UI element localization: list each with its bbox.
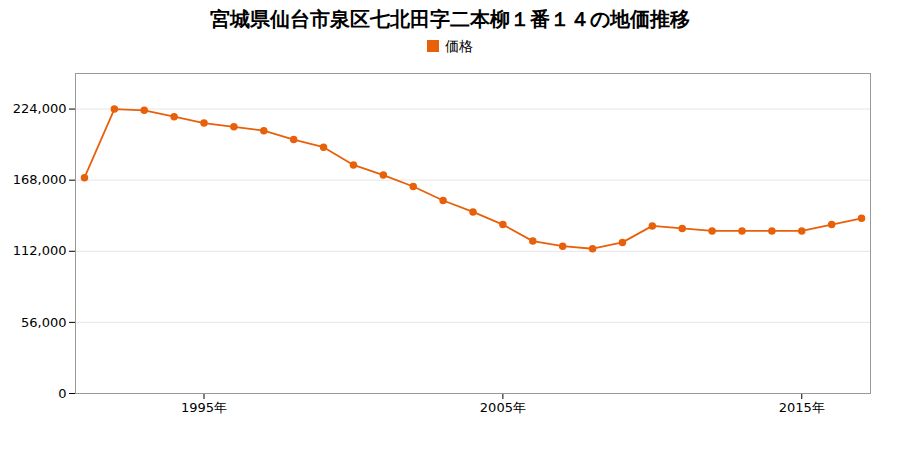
- svg-text:1995年: 1995年: [181, 400, 227, 415]
- html-text:価格: 価格: [445, 38, 473, 54]
- svg-text:2015年: 2015年: [779, 400, 825, 415]
- svg-text:168,000: 168,000: [13, 172, 67, 187]
- html-text:宮城県仙台市泉区七北田字二本柳１番１４の地価推移: 宮城県仙台市泉区七北田字二本柳１番１４の地価推移: [210, 7, 690, 31]
- svg-text:56,000: 56,000: [21, 315, 67, 330]
- svg-text:0: 0: [58, 386, 66, 401]
- svg-text:224,000: 224,000: [13, 101, 67, 116]
- svg-text:2005年: 2005年: [480, 400, 526, 415]
- svg-text:112,000: 112,000: [13, 243, 67, 258]
